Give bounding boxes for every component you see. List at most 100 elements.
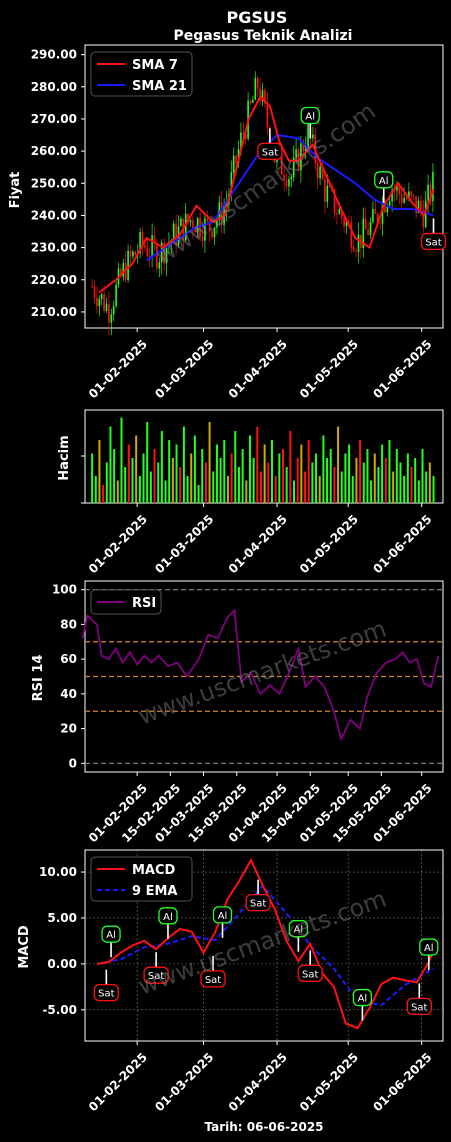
volume-bar bbox=[403, 476, 406, 503]
volume-bar bbox=[186, 476, 189, 503]
volume-bar bbox=[157, 462, 160, 503]
sell-signal-badge bbox=[257, 142, 283, 161]
volume-bar bbox=[318, 476, 321, 503]
candle-body bbox=[213, 227, 216, 238]
volume-bar bbox=[381, 444, 384, 503]
volume-bar bbox=[351, 476, 354, 503]
volume-bar bbox=[344, 453, 347, 503]
buy-signal-badge bbox=[352, 988, 373, 1007]
volume-bar bbox=[337, 426, 340, 503]
volume-bar bbox=[362, 462, 365, 503]
candle-body bbox=[357, 234, 360, 253]
signal-label: Sat bbox=[250, 899, 266, 910]
signal-label: Al bbox=[305, 111, 315, 122]
y-tick-label: 20 bbox=[60, 722, 77, 736]
candle-body bbox=[369, 222, 372, 236]
candle-body bbox=[429, 184, 432, 202]
price-legend: SMA 7 SMA 21 bbox=[90, 51, 193, 97]
candle-body bbox=[259, 88, 261, 102]
volume-bar bbox=[259, 471, 262, 503]
candle-body bbox=[410, 191, 413, 196]
candle-body bbox=[372, 208, 374, 223]
y-tick-label: 100 bbox=[52, 583, 77, 597]
sell-signal-badge bbox=[297, 964, 323, 982]
candle-body bbox=[122, 263, 125, 277]
x-tick-label: 01-05-2025 bbox=[297, 1050, 361, 1114]
volume-bar bbox=[414, 458, 417, 503]
x-tick-label: 01-02-2025 bbox=[86, 512, 150, 576]
volume-bar bbox=[91, 453, 94, 503]
candle-body bbox=[391, 190, 393, 202]
volume-bar bbox=[197, 485, 200, 503]
signal-label: Al bbox=[294, 925, 304, 936]
candle-body bbox=[249, 100, 252, 103]
price-ylabel: Fiyat bbox=[8, 172, 23, 209]
candle-body bbox=[187, 213, 189, 223]
x-tick-label: 01-06-2025 bbox=[370, 1050, 434, 1114]
candle-body bbox=[156, 243, 158, 269]
candle-body bbox=[408, 191, 410, 199]
volume-bar bbox=[392, 471, 395, 503]
buy-signal-badge bbox=[374, 171, 394, 189]
volume-bar bbox=[399, 462, 402, 503]
volume-bar bbox=[208, 422, 211, 503]
signal-label: Al bbox=[106, 930, 116, 941]
volume-bar bbox=[113, 449, 116, 503]
y-tick-label: 230.00 bbox=[31, 241, 77, 255]
candle-body bbox=[422, 209, 425, 228]
buy-signal-badge bbox=[300, 106, 320, 125]
y-tick-label: 40 bbox=[60, 687, 77, 701]
volume-bar bbox=[278, 453, 281, 503]
date-footer: Tarih: 06-06-2025 bbox=[204, 1120, 323, 1134]
volume-bar bbox=[274, 476, 277, 503]
candle-body bbox=[146, 247, 149, 256]
volume-bar bbox=[142, 453, 145, 503]
candle-body bbox=[120, 268, 122, 277]
x-tick-label: 01-03-2025 bbox=[152, 1050, 216, 1114]
candle-body bbox=[420, 200, 422, 210]
candle-body bbox=[326, 185, 329, 202]
legend-rsi: RSI bbox=[132, 596, 156, 611]
x-tick-label: 01-06-2025 bbox=[370, 512, 434, 576]
candle-body bbox=[388, 201, 391, 206]
y-tick-label: -5.00 bbox=[42, 1003, 77, 1017]
volume-bar bbox=[124, 467, 127, 503]
candle-body bbox=[374, 208, 377, 214]
volume-bar bbox=[153, 449, 156, 503]
volume-bar bbox=[388, 440, 391, 503]
volume-bar bbox=[105, 462, 108, 503]
volume-bar bbox=[270, 440, 273, 503]
candle-body bbox=[328, 185, 331, 187]
volume-plot: 01-02-2025 01-03-2025 01-04-2025 01-05-2025… bbox=[81, 417, 435, 576]
candle-body bbox=[153, 235, 156, 244]
signal-label: Sat bbox=[148, 971, 164, 982]
candle-body bbox=[355, 251, 357, 253]
y-tick-label: 240.00 bbox=[31, 208, 77, 222]
candle-body bbox=[261, 90, 264, 102]
candle-body bbox=[396, 185, 398, 191]
volume-bar bbox=[204, 462, 207, 503]
candle-body bbox=[105, 303, 108, 311]
y-tick-label: 280.00 bbox=[31, 80, 77, 94]
candle-body bbox=[201, 236, 204, 241]
volume-bar bbox=[395, 449, 398, 503]
x-tick-label: 01-05-2025 bbox=[297, 512, 361, 576]
buy-signal-badge bbox=[158, 907, 178, 925]
volume-bar bbox=[149, 471, 152, 503]
volume-bar bbox=[245, 480, 248, 503]
buy-signal-badge bbox=[419, 938, 439, 956]
candle-body bbox=[180, 218, 182, 227]
volume-bar bbox=[248, 435, 251, 503]
volume-bar bbox=[212, 471, 215, 503]
candle-body bbox=[343, 217, 345, 227]
signal-label: Sat bbox=[205, 975, 221, 986]
volume-bar bbox=[241, 449, 244, 503]
x-tick-label: 01-02-2025 bbox=[86, 337, 150, 401]
candle-body bbox=[112, 306, 115, 315]
signal-label: Al bbox=[379, 176, 389, 187]
candle-body bbox=[206, 218, 209, 221]
candle-body bbox=[266, 103, 269, 128]
signal-label: Al bbox=[163, 912, 173, 923]
volume-bar bbox=[237, 467, 240, 503]
buy-signal-badge bbox=[288, 920, 309, 938]
